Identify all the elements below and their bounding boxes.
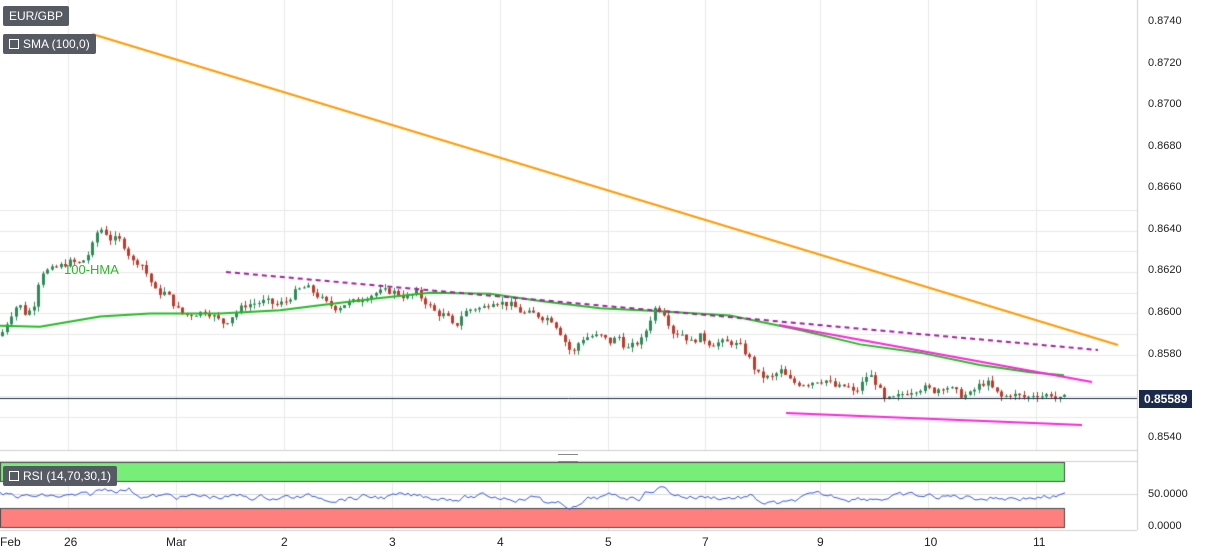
x-tick-label: 3 <box>389 535 396 549</box>
symbol-label: EUR/GBP <box>9 9 64 23</box>
y-tick-label: 0.8680 <box>1148 140 1182 152</box>
y-tick-label: 0.8600 <box>1148 306 1182 318</box>
y-tick-label: 0.8740 <box>1148 15 1182 27</box>
sma-indicator-tag[interactable]: SMA (100,0) <box>3 34 96 54</box>
rsi-indicator-tag[interactable]: RSI (14,70,30,1) <box>3 466 118 486</box>
rsi-y-tick-label: 0.0000 <box>1148 520 1182 532</box>
x-tick-label: 5 <box>605 535 612 549</box>
x-tick-label: Mar <box>166 535 187 549</box>
x-tick-label: Feb <box>0 535 21 549</box>
y-tick-label: 0.8620 <box>1148 264 1182 276</box>
x-tick-label: 9 <box>817 535 824 549</box>
rsi-y-tick-label: 50.0000 <box>1148 488 1188 500</box>
x-tick-label: 26 <box>64 535 78 549</box>
pane-resize-handle-icon[interactable] <box>558 454 578 462</box>
symbol-tag[interactable]: EUR/GBP <box>3 6 70 26</box>
checkbox-icon[interactable] <box>9 39 19 49</box>
x-tick-label: 7 <box>702 535 709 549</box>
x-tick-label: 2 <box>281 535 288 549</box>
y-tick-label: 0.8700 <box>1148 98 1182 110</box>
y-tick-label: 0.8720 <box>1148 57 1182 69</box>
sma-indicator-label: SMA (100,0) <box>23 37 90 51</box>
y-tick-label: 0.8640 <box>1148 223 1182 235</box>
y-tick-label: 0.8540 <box>1148 431 1182 443</box>
x-tick-label: 11 <box>1033 535 1046 549</box>
checkbox-icon[interactable] <box>9 471 19 481</box>
rsi-indicator-label: RSI (14,70,30,1) <box>23 469 112 483</box>
y-tick-label: 0.8580 <box>1148 348 1182 360</box>
x-tick-label: 4 <box>497 535 504 549</box>
y-tick-label: 0.8660 <box>1148 181 1182 193</box>
hma-annotation: 100-HMA <box>64 262 119 277</box>
current-price-badge: 0.85589 <box>1139 390 1193 408</box>
x-tick-label: 10 <box>924 535 938 549</box>
